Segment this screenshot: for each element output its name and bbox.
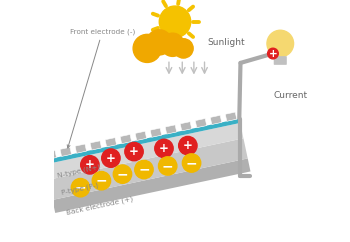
Circle shape (125, 142, 143, 161)
Polygon shape (165, 125, 177, 134)
Polygon shape (150, 128, 162, 137)
Circle shape (268, 48, 278, 59)
Polygon shape (225, 112, 237, 121)
Circle shape (159, 6, 191, 38)
Circle shape (174, 39, 193, 58)
Polygon shape (195, 119, 207, 128)
Circle shape (71, 179, 90, 197)
Text: N-type (N+): N-type (N+) (57, 163, 101, 179)
Text: +: + (268, 49, 277, 59)
Polygon shape (44, 119, 240, 164)
Polygon shape (120, 135, 132, 144)
Text: Anti-reflection coating: Anti-reflection coating (0, 241, 1, 242)
Polygon shape (52, 159, 251, 213)
Circle shape (182, 154, 201, 172)
Polygon shape (75, 144, 86, 153)
Circle shape (113, 165, 132, 183)
Text: +: + (85, 158, 95, 171)
Circle shape (92, 172, 111, 190)
Polygon shape (45, 123, 244, 180)
Text: −: − (186, 156, 197, 170)
Polygon shape (60, 147, 71, 156)
Text: −: − (162, 159, 174, 173)
Polygon shape (45, 151, 56, 160)
Text: P-type (P-): P-type (P-) (61, 182, 99, 196)
Polygon shape (210, 115, 222, 125)
Circle shape (161, 33, 184, 56)
Circle shape (155, 139, 173, 158)
Text: Back electrode (+): Back electrode (+) (66, 196, 134, 216)
FancyBboxPatch shape (274, 56, 287, 65)
Polygon shape (180, 122, 192, 131)
Text: −: − (138, 163, 150, 177)
Circle shape (133, 34, 161, 62)
Text: Sunlight: Sunlight (208, 38, 245, 47)
Polygon shape (105, 138, 117, 147)
Circle shape (81, 156, 99, 174)
Text: Current: Current (273, 91, 307, 100)
Circle shape (178, 136, 197, 155)
Text: −: − (75, 181, 86, 195)
Circle shape (267, 30, 294, 57)
Circle shape (102, 149, 120, 167)
Circle shape (147, 30, 172, 55)
Circle shape (135, 160, 153, 179)
Text: −: − (117, 167, 128, 181)
Text: +: + (183, 139, 193, 152)
Circle shape (159, 157, 177, 175)
Polygon shape (48, 138, 248, 200)
Text: Front electrode (-): Front electrode (-) (67, 28, 135, 148)
Text: +: + (159, 142, 169, 155)
Text: +: + (106, 152, 116, 165)
Text: −: − (96, 174, 107, 188)
Polygon shape (135, 131, 147, 140)
Polygon shape (90, 141, 102, 150)
Text: +: + (129, 145, 139, 158)
